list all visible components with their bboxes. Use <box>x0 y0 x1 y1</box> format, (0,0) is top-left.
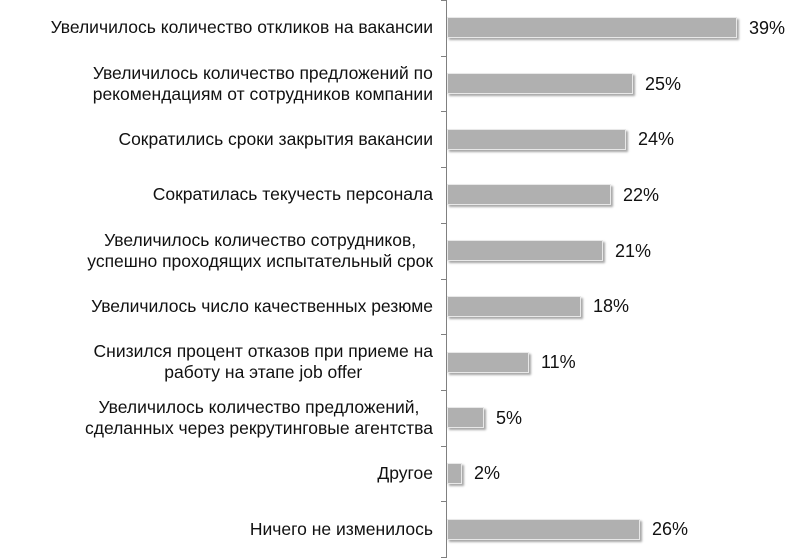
category-label: Сократились сроки закрытия вакансии <box>0 129 433 150</box>
bar <box>447 352 529 373</box>
value-label: 2% <box>474 463 501 483</box>
bar <box>447 129 626 150</box>
category-text: Другое <box>377 463 433 483</box>
category-text: Увеличилось количество предложений по ре… <box>92 63 433 104</box>
value-label: 18% <box>593 296 630 316</box>
value-label: 24% <box>638 129 675 149</box>
category-text: Увеличилось число качественных резюме <box>91 296 433 316</box>
axis-tick <box>441 334 447 335</box>
axis-tick <box>441 446 447 447</box>
category-text: Ничего не изменилось <box>249 519 433 539</box>
value-label: 22% <box>623 185 660 205</box>
value-label: 39% <box>749 18 786 38</box>
bar <box>447 184 611 205</box>
axis-tick <box>441 56 447 57</box>
category-label: Увеличилось число качественных резюме <box>0 296 433 317</box>
category-text: Сократилась текучесть персонала <box>152 184 433 204</box>
bar <box>447 463 462 484</box>
value-label: 11% <box>541 352 576 372</box>
bar <box>447 73 633 94</box>
axis-tick <box>441 390 447 391</box>
category-label: Другое <box>0 463 433 484</box>
axis-tick <box>441 0 447 1</box>
category-label: Снизился процент отказов при приеме на р… <box>0 341 433 383</box>
bar <box>447 240 603 261</box>
axis-tick <box>441 279 447 280</box>
category-label: Увеличилось количество сотрудников, успе… <box>0 230 433 272</box>
category-text: Увеличилось количество сотрудников, успе… <box>87 230 433 271</box>
bar <box>447 407 484 428</box>
axis-tick <box>441 111 447 112</box>
bar <box>447 17 737 38</box>
bar <box>447 296 581 317</box>
category-text: Сократились сроки закрытия вакансии <box>118 129 433 149</box>
value-label: 25% <box>645 74 682 94</box>
category-text: Увеличилось количество предложений, сдел… <box>84 397 433 438</box>
axis-tick <box>441 501 447 502</box>
value-label: 5% <box>496 408 523 428</box>
category-label: Увеличилось количество предложений, сдел… <box>0 397 433 439</box>
category-label: Увеличилось количество откликов на вакан… <box>0 17 433 38</box>
category-label: Ничего не изменилось <box>0 519 433 540</box>
category-label: Сократилась текучесть персонала <box>0 184 433 205</box>
category-text: Снизился процент отказов при приеме на р… <box>93 341 433 382</box>
axis-tick <box>441 167 447 168</box>
axis-tick <box>441 223 447 224</box>
category-label: Увеличилось количество предложений по ре… <box>0 63 433 105</box>
category-text: Увеличилось количество откликов на вакан… <box>50 17 433 37</box>
value-label: 21% <box>615 241 652 261</box>
bar <box>447 519 640 540</box>
value-label: 26% <box>652 519 689 539</box>
